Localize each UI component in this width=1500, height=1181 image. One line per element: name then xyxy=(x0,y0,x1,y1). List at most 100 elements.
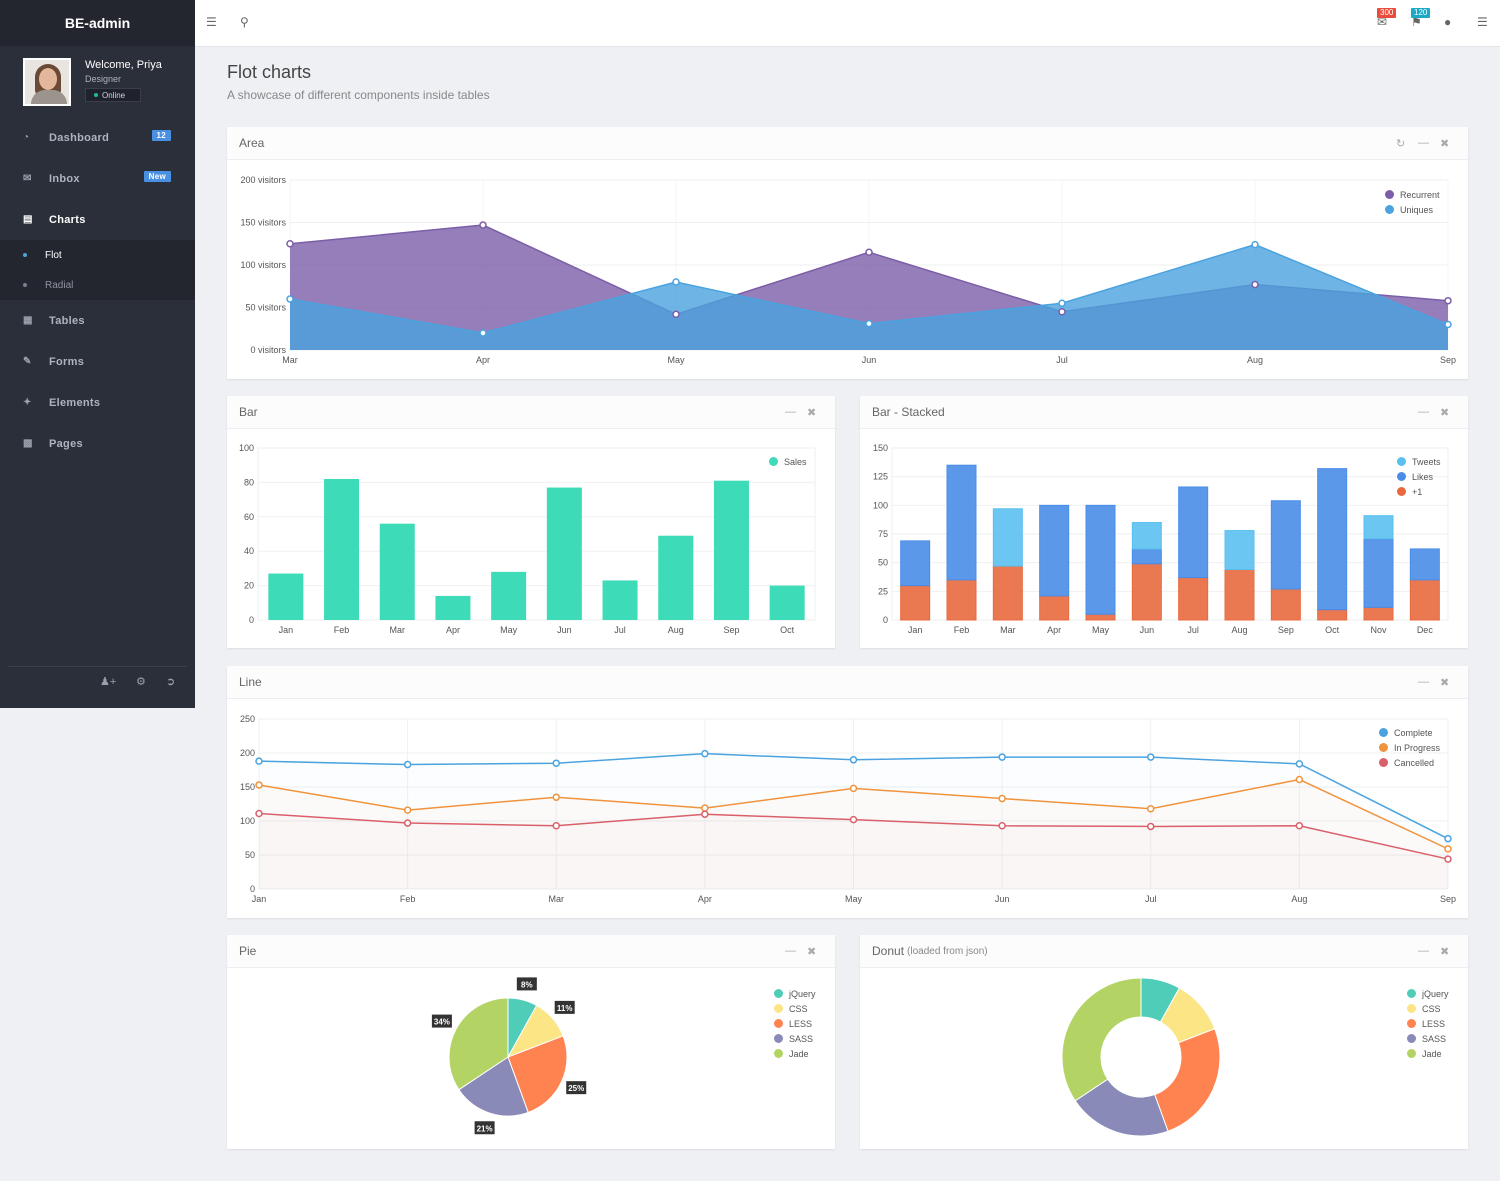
sidebar-subitem-radial[interactable]: Radial xyxy=(0,270,195,300)
stacked-bar-segment xyxy=(900,540,931,587)
y-tick-label: 200 visitors xyxy=(240,175,286,185)
add-user-icon[interactable]: ♟+ xyxy=(100,676,117,688)
sidebar-item-tables[interactable]: ▦ Tables xyxy=(0,300,195,341)
area-fill-uniques xyxy=(290,244,1448,350)
x-tick-label: May xyxy=(845,894,863,904)
avatar[interactable] xyxy=(23,58,71,106)
data-point xyxy=(865,248,873,256)
sidebar-item-forms[interactable]: ✎ Forms xyxy=(0,341,195,382)
stacked-bar-segment xyxy=(1178,577,1209,621)
close-icon[interactable]: ✖ xyxy=(807,407,817,419)
search-icon[interactable]: ⚲ xyxy=(240,15,249,29)
sidebar-item-dashboard[interactable]: ◔ Dashboard 12 xyxy=(0,117,195,158)
sidebar-subitem-flot[interactable]: Flot xyxy=(0,240,195,270)
data-point xyxy=(672,310,680,319)
inbox-new-badge: New xyxy=(143,171,171,182)
legend-item-sass: SASS xyxy=(1407,1031,1449,1046)
legend-item-jade: Jade xyxy=(774,1046,816,1061)
close-icon[interactable]: ✖ xyxy=(1440,138,1450,150)
minimize-icon[interactable]: — xyxy=(1418,945,1429,957)
sidebar-item-pages[interactable]: ▩ Pages xyxy=(0,423,195,464)
x-tick-label: Apr xyxy=(476,355,490,365)
legend-label: SASS xyxy=(789,1033,814,1044)
legend-swatch xyxy=(774,1004,783,1013)
gear-icon[interactable]: ⚙ xyxy=(136,676,146,688)
data-point xyxy=(255,757,263,765)
close-icon[interactable]: ✖ xyxy=(807,946,817,958)
x-tick-label: Jul xyxy=(614,625,626,635)
stacked-bar-segment xyxy=(1224,569,1255,621)
bar xyxy=(379,523,415,620)
legend-swatch xyxy=(1407,1049,1416,1058)
sidebar-item-inbox[interactable]: ✉ Inbox New xyxy=(0,158,195,199)
sidebar: BE-admin Welcome, Priya Designer Online … xyxy=(0,0,195,708)
sidebar-item-elements[interactable]: ✦ Elements xyxy=(0,382,195,423)
wrench-icon: ✦ xyxy=(23,397,32,408)
stacked-bar-segment xyxy=(1363,606,1394,621)
x-tick-label: Mar xyxy=(549,894,565,904)
panel-title: Donut xyxy=(872,944,905,958)
mail-icon[interactable]: ✉ xyxy=(1377,15,1388,29)
close-icon[interactable]: ✖ xyxy=(1440,407,1450,419)
minimize-icon[interactable]: — xyxy=(785,406,796,418)
data-point xyxy=(1444,296,1452,305)
x-tick-label: May xyxy=(1092,625,1110,635)
close-icon[interactable]: ✖ xyxy=(1440,677,1450,689)
pie-label-box xyxy=(516,977,537,991)
user-icon[interactable]: ● xyxy=(1444,15,1452,29)
legend-item-in-progress: In Progress xyxy=(1379,740,1440,755)
bell-icon[interactable]: ⚑ xyxy=(1411,15,1422,29)
close-icon[interactable]: ✖ xyxy=(1440,946,1450,958)
refresh-icon[interactable]: ↻ xyxy=(1396,138,1406,150)
data-point xyxy=(849,756,858,764)
x-tick-label: Apr xyxy=(446,625,460,635)
brand-logo[interactable]: BE-admin xyxy=(0,0,195,46)
legend-item-cancelled: Cancelled xyxy=(1379,755,1440,770)
sidebar-item-label: Inbox xyxy=(49,172,80,185)
panel-header: Pie — ✖ xyxy=(227,935,835,968)
logout-icon[interactable]: ➲ xyxy=(166,676,176,688)
list-menu-icon[interactable]: ☰ xyxy=(1477,15,1488,29)
stacked-bar-segment xyxy=(1363,515,1394,540)
bar xyxy=(769,585,805,620)
data-point xyxy=(865,319,873,328)
legend-label: Recurrent xyxy=(1400,189,1440,200)
data-point xyxy=(998,822,1006,830)
minimize-icon[interactable]: — xyxy=(1418,406,1429,418)
data-point xyxy=(701,804,709,812)
legend-label: Jade xyxy=(1422,1048,1442,1059)
pie-slice-jade xyxy=(448,997,509,1091)
minimize-icon[interactable]: — xyxy=(1418,137,1429,149)
data-point xyxy=(403,819,412,827)
page-subtitle: A showcase of different components insid… xyxy=(227,88,490,102)
stacked-bar-segment xyxy=(1270,500,1301,590)
y-tick-label: 150 xyxy=(873,443,888,453)
data-point xyxy=(1147,822,1155,831)
data-point xyxy=(552,822,560,830)
user-profile: Welcome, Priya Designer Online xyxy=(0,58,195,126)
minimize-icon[interactable]: — xyxy=(1418,676,1429,688)
menu-toggle-icon[interactable]: ☰ xyxy=(206,15,217,29)
legend-swatch xyxy=(1407,989,1416,998)
donut-legend: jQuery CSS LESS SASS Jade xyxy=(1407,986,1449,1061)
bullet-icon xyxy=(23,283,27,287)
legend-item-sales: Sales xyxy=(769,454,807,469)
sidebar-item-label: Elements xyxy=(49,396,101,409)
y-tick-label: 20 xyxy=(244,581,254,591)
line-chart: 0 50 100 150 200 250 Jan Feb Mar Apr May Jun Jul Aug S… xyxy=(240,714,1456,904)
x-tick-label: May xyxy=(500,625,518,635)
data-point xyxy=(998,794,1006,803)
stacked-bar-segment xyxy=(946,579,977,621)
data-point xyxy=(1295,822,1304,830)
data-point xyxy=(1251,240,1259,249)
notification-count-badge: 120 xyxy=(1411,8,1431,18)
sidebar-nav: ◔ Dashboard 12 ✉ Inbox New ▤ Charts Flot… xyxy=(0,117,195,464)
legend-item-css: CSS xyxy=(1407,1001,1449,1016)
plot-frame xyxy=(891,447,1449,621)
minimize-icon[interactable]: — xyxy=(785,945,796,957)
x-tick-label: Jul xyxy=(1187,625,1199,635)
y-tick-label: 80 xyxy=(244,477,254,487)
panel-header: Area ↻ — ✖ xyxy=(227,127,1468,160)
legend-item-uniques: Uniques xyxy=(1385,202,1440,217)
sidebar-item-charts[interactable]: ▤ Charts xyxy=(0,199,195,240)
